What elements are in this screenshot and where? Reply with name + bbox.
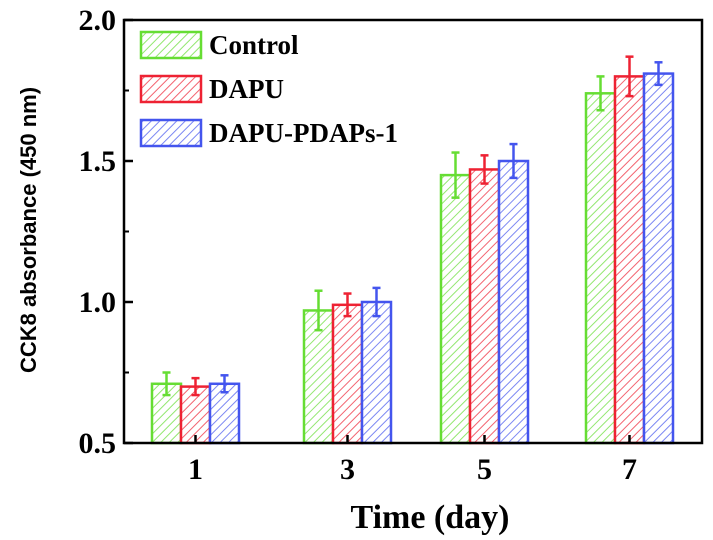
y-tick-label: 2.0: [79, 4, 117, 37]
legend: Control DAPU DAPU-PDAPs-1: [139, 30, 398, 148]
legend-swatch: [139, 30, 203, 60]
axes-layer: 0.5 1.0 1.5 2.0 1 3 5 7: [79, 4, 704, 486]
bar-dapu-pdaps-1-day-3: [360, 300, 393, 445]
legend-label: Control: [209, 30, 299, 60]
x-tick-label: 5: [477, 453, 492, 486]
bar-control-day-7: [584, 92, 617, 445]
y-tick-label: 1.5: [79, 145, 117, 178]
bar-dapu-day-5: [468, 168, 501, 445]
y-tick-label: 1.0: [79, 286, 117, 319]
x-tick-label: 7: [622, 453, 637, 486]
bar-dapu-pdaps-1-day-7: [642, 72, 675, 445]
x-tick-label: 3: [340, 453, 355, 486]
x-axis-title: Time (day): [351, 499, 510, 536]
bar-dapu-day-7: [613, 75, 646, 445]
x-tick-label: 1: [188, 453, 203, 486]
y-tick-label: 0.5: [79, 427, 117, 460]
legend-swatch: [139, 74, 203, 104]
legend-label: DAPU: [209, 74, 284, 104]
bars-layer: [150, 55, 675, 445]
y-axis-title: CCK8 absorbance (450 nm): [16, 87, 41, 373]
legend-swatch: [139, 118, 203, 148]
legend-label: DAPU-PDAPs-1: [209, 118, 398, 148]
bar-dapu-pdaps-1-day-1: [208, 382, 241, 445]
bar-control-day-5: [439, 173, 472, 445]
bar-dapu-pdaps-1-day-5: [497, 159, 530, 445]
bar-dapu-day-3: [331, 303, 364, 445]
